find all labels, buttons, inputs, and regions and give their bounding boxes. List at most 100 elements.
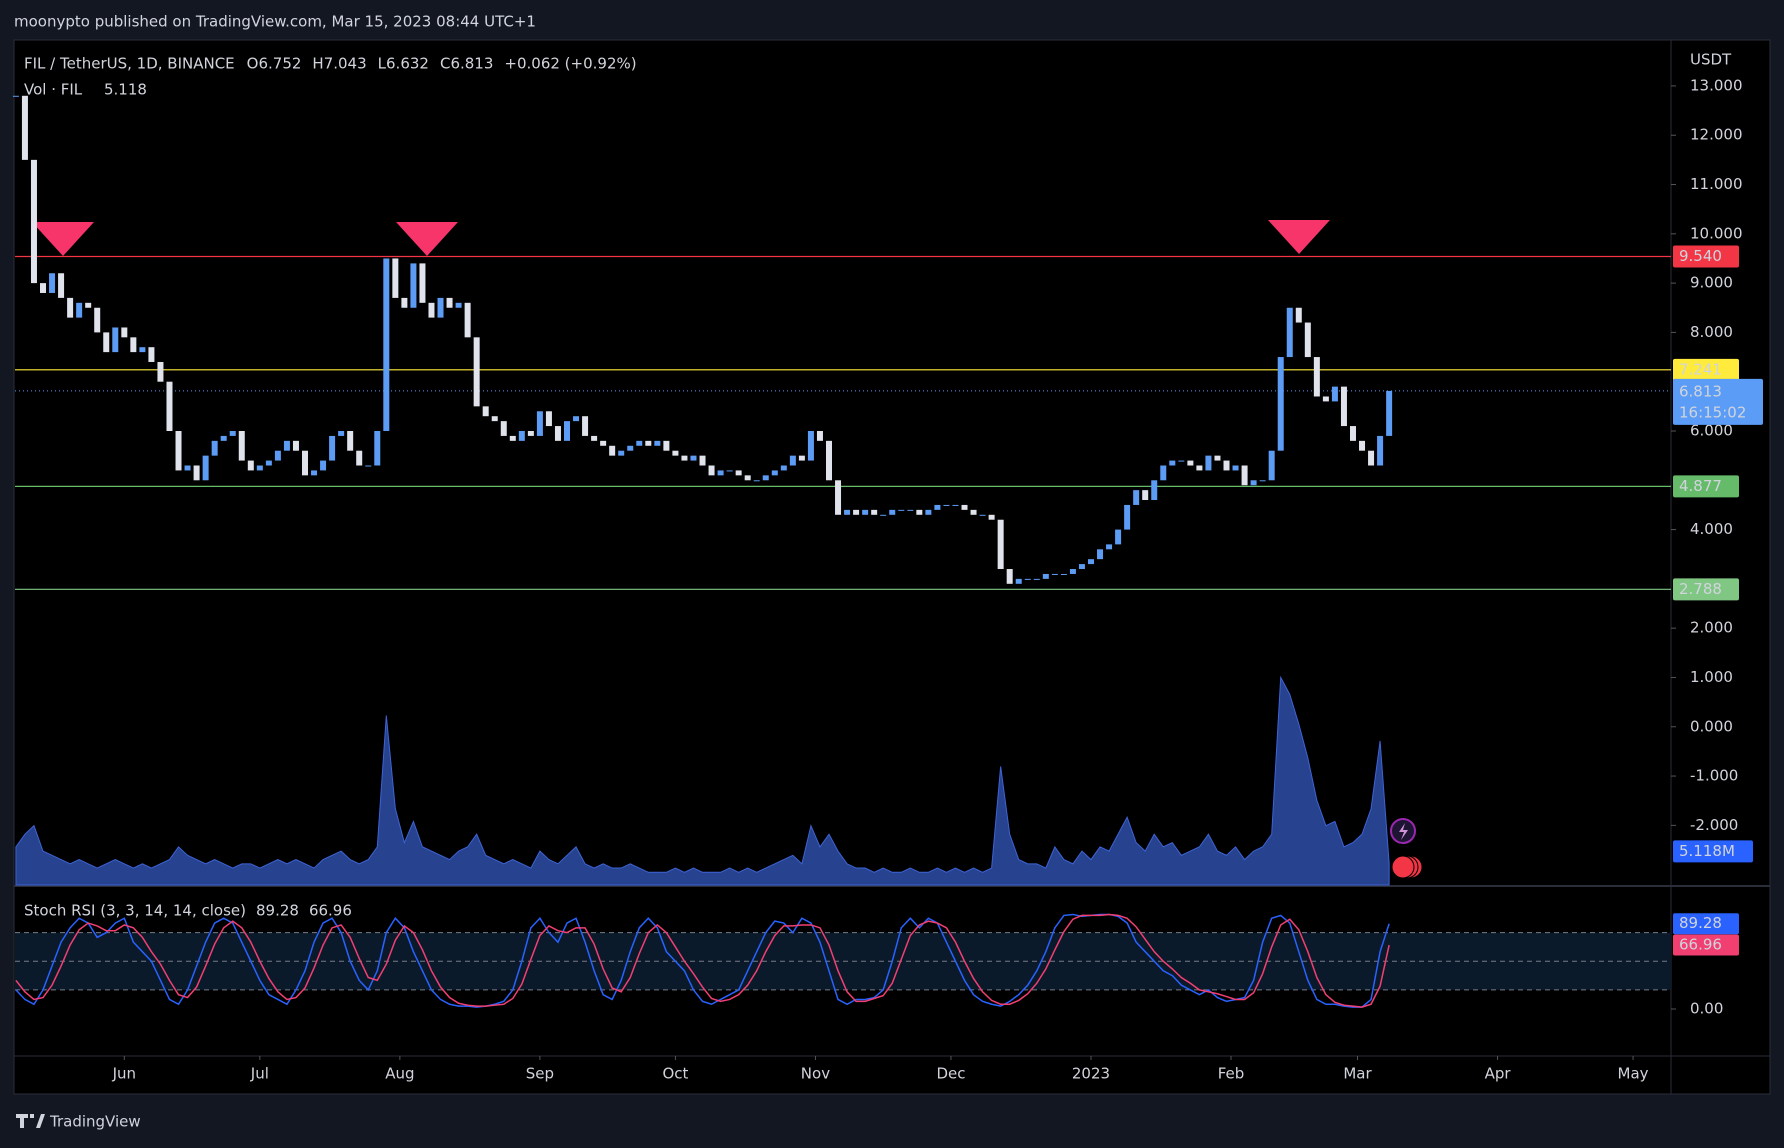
stoch-label: 66.96 (1679, 936, 1722, 954)
candle (1214, 455, 1221, 461)
candle (1241, 465, 1248, 486)
candle (582, 416, 589, 436)
candle (798, 455, 805, 461)
candle (30, 159, 37, 284)
candle (1304, 322, 1311, 358)
level-label: 9.540 (1679, 247, 1722, 265)
candle (320, 460, 327, 471)
x-tick-label: Jun (112, 1065, 136, 1083)
y-tick-label: 4.000 (1690, 520, 1733, 538)
level-label: 2.788 (1679, 580, 1722, 598)
currency: USDT (1690, 51, 1732, 69)
candle (139, 347, 146, 353)
candle (1232, 465, 1239, 471)
x-tick-label: Nov (801, 1065, 830, 1083)
candle (256, 465, 263, 471)
candle (1331, 386, 1338, 402)
stoch-value: 89.28 (256, 902, 299, 920)
candle (898, 509, 905, 511)
candle (1268, 450, 1275, 481)
candle (744, 475, 751, 481)
y-tick-label: 6.000 (1690, 421, 1733, 439)
candle (1386, 390, 1393, 436)
candle (961, 504, 968, 510)
candle (509, 435, 516, 441)
candle (67, 297, 74, 318)
candle (1250, 480, 1257, 486)
candle (1078, 564, 1085, 570)
candle (844, 509, 851, 515)
candle (1205, 455, 1212, 471)
candle (690, 455, 697, 461)
candle (112, 327, 119, 353)
y-tick-label: 9.000 (1690, 274, 1733, 292)
ohlc-value: L6.632 (378, 55, 429, 73)
level-label-box (1673, 245, 1739, 268)
candle (573, 416, 580, 422)
x-tick-label: Feb (1218, 1065, 1245, 1083)
y-tick-label: 0.000 (1690, 717, 1733, 735)
x-tick-label: Apr (1485, 1065, 1512, 1083)
candle (708, 465, 715, 476)
level-label-box (1673, 475, 1739, 498)
volume-label-box (1673, 840, 1753, 863)
event-icon (1391, 855, 1415, 879)
candle (1286, 307, 1293, 358)
volume-last: 5.118 (104, 81, 147, 99)
current-price: 6.813 (1679, 382, 1722, 400)
candle (681, 455, 688, 461)
candle (1349, 426, 1356, 441)
x-tick-label: Jul (250, 1065, 269, 1083)
candle (663, 440, 670, 451)
level-label: 4.877 (1679, 477, 1722, 495)
y-tick-label: 0.00 (1690, 1000, 1723, 1018)
ohlc-value: H7.043 (312, 55, 366, 73)
candle (1015, 578, 1022, 584)
candle (952, 504, 959, 506)
candle (1340, 386, 1347, 427)
y-tick-label: 8.000 (1690, 323, 1733, 341)
candle (988, 514, 995, 520)
candle (645, 440, 652, 446)
candle (1051, 573, 1058, 575)
x-tick-label: Oct (662, 1065, 688, 1083)
y-tick-label: -2.000 (1690, 816, 1738, 834)
candle (220, 435, 227, 441)
candle (862, 509, 869, 515)
candle (274, 450, 281, 461)
candle (148, 347, 155, 362)
stoch-label-box (1673, 934, 1739, 956)
candle (1151, 480, 1158, 501)
candle (600, 440, 607, 446)
candle (103, 332, 110, 353)
candle (1033, 578, 1040, 580)
candle (85, 302, 92, 308)
candle (609, 445, 616, 456)
y-tick-label: 2.000 (1690, 619, 1733, 637)
candle (771, 470, 778, 476)
candle (717, 470, 724, 476)
candle (907, 509, 914, 511)
brand: TradingView (49, 1113, 141, 1131)
candle (1313, 357, 1320, 397)
chart-panel (13, 39, 1771, 1095)
candle (871, 509, 878, 515)
chart-title: FIL / TetherUS, 1D, BINANCE (24, 55, 235, 73)
candle (518, 430, 525, 441)
ohlc-value: O6.752 (247, 55, 302, 73)
candle (1196, 465, 1203, 471)
candle (1124, 504, 1131, 530)
alert-bolt (1399, 823, 1408, 840)
candle (564, 421, 570, 441)
level-label-box (1673, 358, 1739, 381)
candle (1223, 460, 1230, 471)
candle (916, 509, 923, 515)
triangles (32, 220, 1330, 256)
candle (1060, 573, 1067, 575)
candle (1106, 544, 1113, 550)
candle (365, 465, 372, 467)
candle (880, 514, 887, 516)
candle (356, 450, 363, 466)
y-tick-label: 12.000 (1690, 126, 1743, 144)
